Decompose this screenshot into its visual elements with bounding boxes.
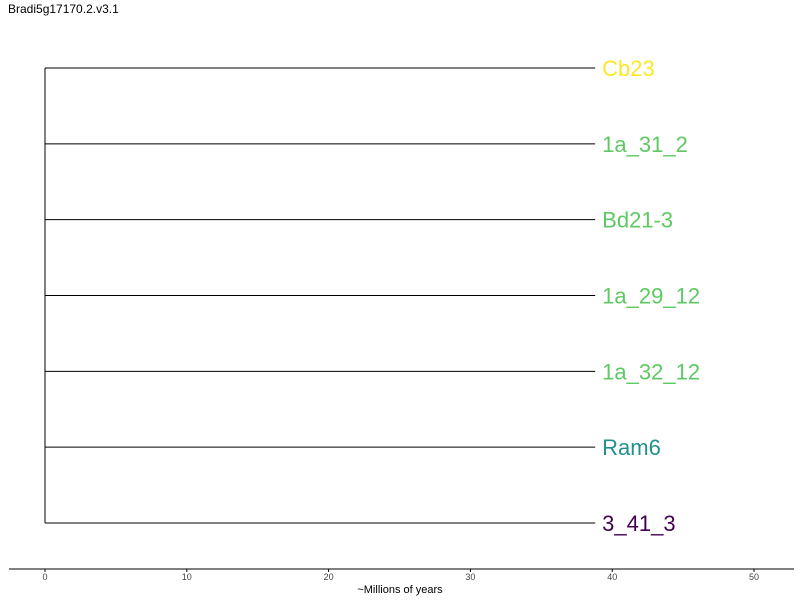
leaf-label: 1a_31_2 [602,132,688,157]
x-tick-label: 10 [182,572,192,582]
leaf-label: Bd21-3 [602,208,673,233]
leaf-label: Ram6 [602,435,661,460]
x-tick-label: 0 [42,572,47,582]
x-tick-label: 40 [607,572,617,582]
tree-branches [44,67,596,524]
leaf-label: 3_41_3 [602,511,675,536]
page-title: Bradi5g17170.2.v3.1 [8,2,119,16]
x-tick-label: 50 [749,572,759,582]
leaf-label: 1a_32_12 [602,359,700,384]
leaf-label: Cb23 [602,56,655,81]
x-axis-ticks: 0 10 20 30 40 50 [42,569,759,582]
x-axis-title: ~Millions of years [357,584,443,596]
x-tick-label: 30 [465,572,475,582]
x-tick-label: 20 [324,572,334,582]
leaf-labels: Cb23 1a_31_2 Bd21-3 1a_29_12 1a_32_12 Ram6 3_4… [602,56,700,536]
leaf-label: 1a_29_12 [602,284,700,309]
x-axis: 0 10 20 30 40 50 ~Millions of years [9,568,794,596]
